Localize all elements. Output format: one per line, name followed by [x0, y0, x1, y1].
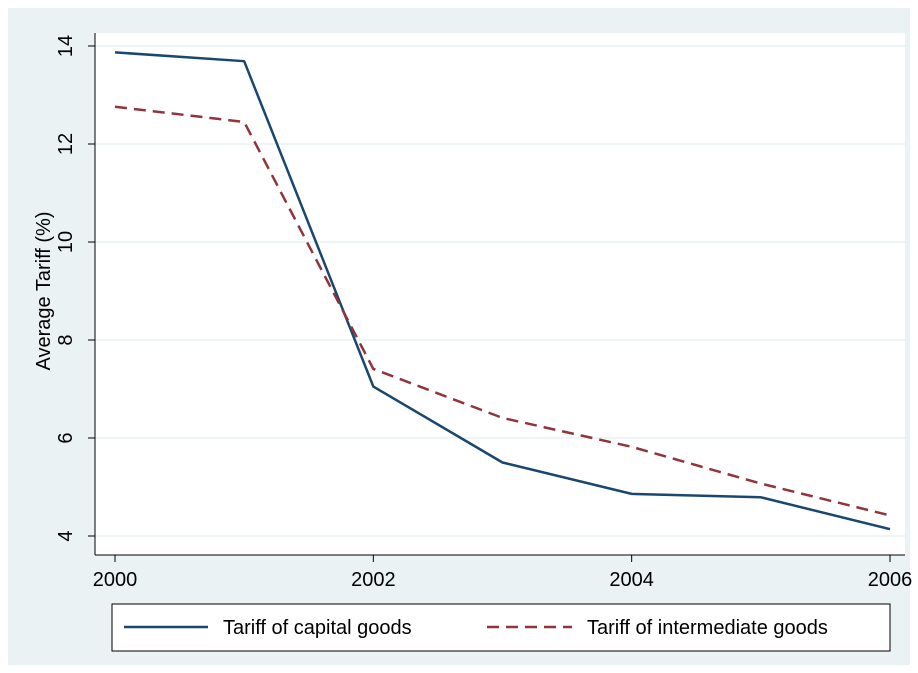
y-axis-label: Average Tariff (%): [33, 212, 55, 371]
series-lines: [114, 51, 891, 531]
x-tick-label: 2004: [609, 569, 654, 591]
x-tick-label: 2000: [93, 569, 138, 591]
grid-lines: [95, 45, 905, 537]
legend: Tariff of capital goods Tariff of interme…: [111, 603, 891, 652]
plot-area: [95, 33, 905, 555]
y-tick-label: 8: [55, 334, 77, 345]
legend-label-2: Tariff of intermediate goods: [587, 617, 828, 639]
y-tick-label: 12: [55, 133, 77, 155]
y-tick-label: 10: [55, 231, 77, 253]
y-tick-label: 4: [55, 530, 77, 541]
series-line-1: [114, 51, 891, 531]
x-tick-label: 2002: [351, 569, 396, 591]
y-tick-label: 6: [55, 432, 77, 443]
y-tick-label: 14: [55, 35, 77, 57]
axes: 4 6 8 10 12 14 2000 2002 2004 2006: [55, 33, 912, 591]
legend-box: [111, 603, 891, 652]
legend-label-1: Tariff of capital goods: [223, 617, 412, 639]
x-tick-label: 2006: [868, 569, 913, 591]
